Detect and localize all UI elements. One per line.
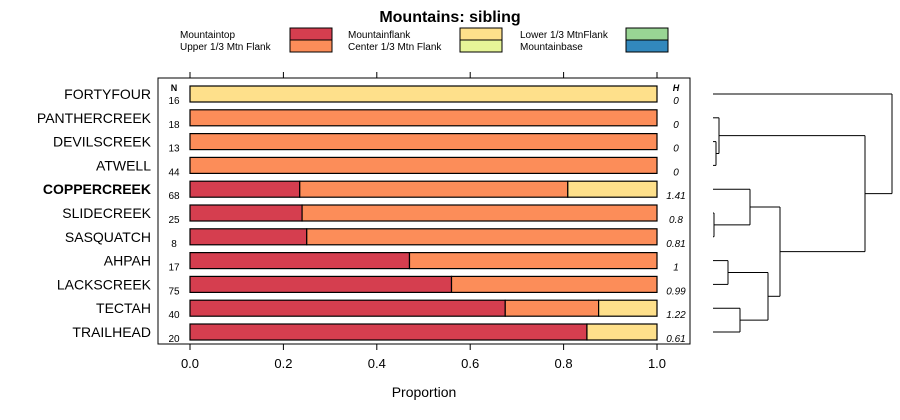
site-label-lackscreek: LACKSCREEK: [57, 276, 152, 292]
bar-coppercreek-mountainflank: [567, 180, 658, 198]
plot-frame: [157, 77, 691, 345]
legend-swatch-upper-1-3-mtn-flank: [289, 39, 333, 53]
n-value-atwell: 44: [168, 167, 180, 178]
legend-swatch-mountaintop: [289, 27, 333, 41]
legend-label-mountainflank: Mountainflank: [348, 30, 411, 41]
x-tick-label-0-6: 0.6: [461, 356, 479, 371]
h-value-sasquatch: 0.81: [666, 239, 685, 250]
h-value-coppercreek: 1.41: [666, 191, 685, 202]
bar-slidecreek-upper-1-3-mtn-flank: [301, 204, 658, 222]
bar-slidecreek-mountaintop: [189, 204, 303, 222]
bar-tectah-mountainflank: [598, 299, 658, 317]
h-value-devilscreek: 0: [673, 144, 679, 155]
bar-tectah-upper-1-3-mtn-flank: [504, 299, 600, 317]
site-label-fortyfour: FORTYFOUR: [64, 86, 151, 102]
bar-trailhead-mountainflank: [586, 323, 658, 341]
n-value-slidecreek: 25: [168, 215, 180, 226]
site-label-tectah: TECTAH: [96, 300, 151, 316]
legend-label-center-1-3-mtn-flank: Center 1/3 Mtn Flank: [348, 42, 442, 53]
x-axis: 0.0 0.2 0.4 0.6 0.8 1.0: [181, 344, 666, 371]
h-value-lackscreek: 0.99: [666, 286, 686, 297]
x-tick-label-1-0: 1.0: [648, 356, 666, 371]
x-tick-label-0-8: 0.8: [555, 356, 573, 371]
h-value-ahpah: 1: [673, 263, 679, 274]
bar-coppercreek-upper-1-3-mtn-flank: [299, 180, 569, 198]
chart-title: Mountains: sibling: [379, 9, 520, 26]
h-column-header: H: [673, 83, 680, 93]
n-value-coppercreek: 68: [168, 191, 180, 202]
bar-devilscreek-upper-1-3-mtn-flank: [189, 133, 658, 151]
n-value-lackscreek: 75: [168, 286, 180, 297]
legend-label-lower-1-3-mtnflank: Lower 1/3 MtnFlank: [520, 30, 609, 41]
bar-panthercreek-upper-1-3-mtn-flank: [189, 109, 658, 127]
h-value-trailhead: 0.61: [666, 334, 685, 345]
h-value-atwell: 0: [673, 167, 679, 178]
legend-swatch-lower-1-3-mtnflank: [625, 27, 669, 41]
h-value-slidecreek: 0.8: [669, 215, 683, 226]
n-value-ahpah: 17: [168, 263, 180, 274]
site-label-coppercreek: COPPERCREEK: [43, 181, 151, 197]
bar-lackscreek-upper-1-3-mtn-flank: [450, 275, 658, 293]
site-label-sasquatch: SASQUATCH: [65, 229, 151, 245]
site-label-ahpah: AHPAH: [104, 253, 151, 269]
n-value-sasquatch: 8: [171, 239, 177, 250]
bar-atwell-upper-1-3-mtn-flank: [189, 156, 658, 174]
legend-swatch-mountainflank: [459, 27, 503, 41]
site-label-slidecreek: SLIDECREEK: [62, 205, 151, 221]
bar-coppercreek-mountaintop: [189, 180, 301, 198]
site-label-panthercreek: PANTHERCREEK: [37, 110, 152, 126]
site-label-trailhead: TRAILHEAD: [72, 324, 151, 340]
legend-label-mountaintop: Mountaintop: [180, 30, 235, 41]
bars: [189, 85, 658, 341]
x-tick-label-0-2: 0.2: [274, 356, 292, 371]
bar-tectah-mountaintop: [189, 299, 506, 317]
n-value-panthercreek: 18: [168, 120, 180, 131]
h-value-tectah: 1.22: [666, 310, 686, 321]
n-value-trailhead: 20: [168, 334, 180, 345]
legend-swatch-center-1-3-mtn-flank: [459, 39, 503, 53]
h-value-panthercreek: 0: [673, 120, 679, 131]
n-value-devilscreek: 13: [168, 144, 180, 155]
bar-ahpah-mountaintop: [189, 252, 411, 270]
x-tick-label-0-0: 0.0: [181, 356, 199, 371]
bar-lackscreek-mountaintop: [189, 275, 453, 293]
site-label-devilscreek: DEVILSCREEK: [53, 134, 152, 150]
bar-sasquatch-mountaintop: [189, 228, 308, 246]
n-column-header: N: [171, 83, 178, 93]
h-value-fortyfour: 0: [673, 96, 679, 107]
legend-label-upper-1-3-mtn-flank: Upper 1/3 Mtn Flank: [180, 42, 272, 53]
n-value-tectah: 40: [168, 310, 180, 321]
legend-label-mountainbase: Mountainbase: [520, 42, 583, 53]
bar-sasquatch-upper-1-3-mtn-flank: [306, 228, 658, 246]
bar-trailhead-mountaintop: [189, 323, 588, 341]
x-tick-label-0-4: 0.4: [368, 356, 386, 371]
bar-ahpah-upper-1-3-mtn-flank: [408, 252, 658, 270]
legend-swatch-mountainbase: [625, 39, 669, 53]
site-label-atwell: ATWELL: [96, 157, 151, 173]
bar-fortyfour-mountainflank: [189, 85, 658, 103]
dendrogram: [713, 93, 893, 333]
top-axis-ticks: [189, 72, 658, 78]
x-axis-label: Proportion: [392, 384, 457, 400]
n-value-fortyfour: 16: [168, 96, 180, 107]
